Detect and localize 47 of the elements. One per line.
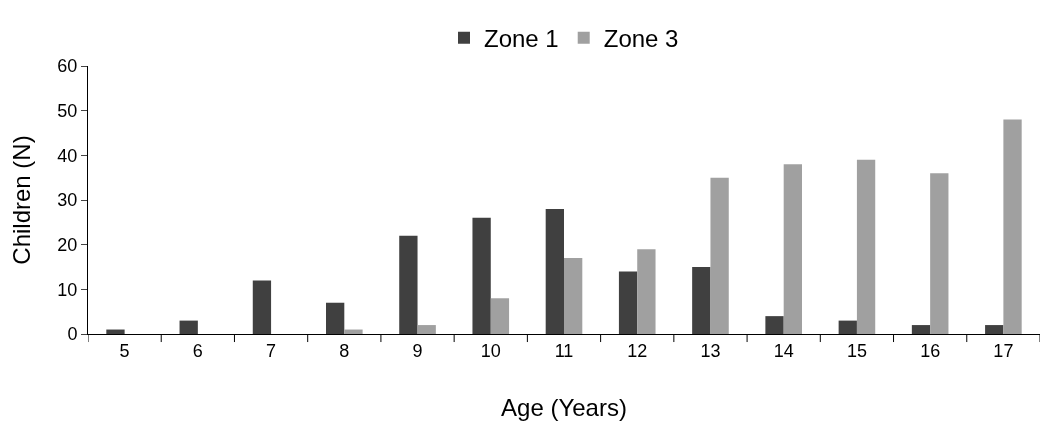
x-tick-label: 7 (266, 340, 277, 361)
bar (637, 249, 656, 334)
bar (545, 208, 564, 334)
bar (911, 325, 931, 334)
bar (930, 173, 949, 334)
x-tick-label: 12 (627, 340, 648, 361)
x-tick-label: 6 (192, 340, 203, 361)
bar (417, 325, 436, 334)
y-tick-label: 30 (57, 190, 78, 211)
x-tick-label: 14 (773, 340, 794, 361)
x-tick-label: 9 (412, 340, 423, 361)
x-tick-label: 17 (993, 340, 1014, 361)
y-tick-label: 40 (57, 145, 78, 166)
x-axis-title: Age (Years) (501, 394, 627, 421)
legend-label: Zone 3 (603, 25, 679, 53)
x-tick-label: 8 (339, 340, 350, 361)
bar (692, 267, 711, 334)
bar (490, 298, 510, 334)
bar (326, 302, 345, 334)
bar (765, 316, 784, 334)
y-tick-label: 0 (67, 324, 78, 345)
x-tick-label: 16 (920, 340, 941, 361)
y-tick-label: 50 (57, 100, 78, 121)
bar (1003, 119, 1022, 334)
x-tick-label: 5 (119, 340, 130, 361)
bar (252, 280, 272, 334)
legend-label: Zone 1 (484, 25, 559, 53)
bar (106, 329, 125, 334)
y-tick-label: 20 (57, 234, 78, 255)
bar (564, 258, 583, 334)
bar (179, 320, 198, 334)
bar (472, 217, 491, 334)
x-tick-label: 15 (846, 340, 867, 361)
y-tick-label: 60 (57, 56, 78, 77)
bar (783, 164, 802, 334)
bar (710, 177, 729, 334)
bar (344, 329, 363, 334)
y-tick-label: 10 (57, 279, 78, 300)
bar (856, 159, 876, 334)
bar (618, 271, 638, 334)
x-tick-label: 13 (700, 340, 721, 361)
x-tick-label: 11 (554, 340, 574, 361)
x-tick-label: 10 (480, 340, 501, 361)
bar (399, 235, 418, 334)
y-axis-title: Children (N) (8, 135, 35, 265)
bar (838, 320, 857, 334)
bar (985, 325, 1004, 334)
